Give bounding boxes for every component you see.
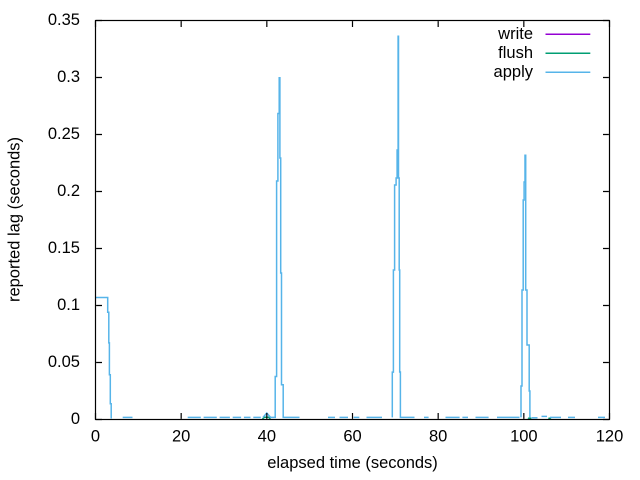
svg-text:60: 60: [343, 428, 361, 446]
svg-text:20: 20: [172, 428, 190, 446]
svg-text:0.25: 0.25: [48, 125, 80, 143]
svg-text:100: 100: [510, 428, 538, 446]
svg-text:0.2: 0.2: [57, 182, 80, 200]
svg-text:write: write: [497, 25, 533, 43]
svg-text:0.1: 0.1: [57, 296, 80, 314]
svg-text:0: 0: [71, 410, 80, 428]
svg-text:40: 40: [258, 428, 276, 446]
svg-text:80: 80: [429, 428, 447, 446]
svg-text:0.3: 0.3: [57, 68, 80, 86]
svg-text:0.05: 0.05: [48, 353, 80, 371]
svg-text:reported lag (seconds): reported lag (seconds): [6, 137, 24, 302]
svg-text:0.15: 0.15: [48, 239, 80, 257]
svg-text:flush: flush: [498, 44, 533, 62]
svg-text:apply: apply: [494, 63, 534, 81]
svg-text:0.35: 0.35: [48, 11, 80, 29]
svg-text:elapsed time (seconds): elapsed time (seconds): [267, 454, 438, 472]
svg-text:120: 120: [596, 428, 624, 446]
svg-text:0: 0: [91, 428, 100, 446]
